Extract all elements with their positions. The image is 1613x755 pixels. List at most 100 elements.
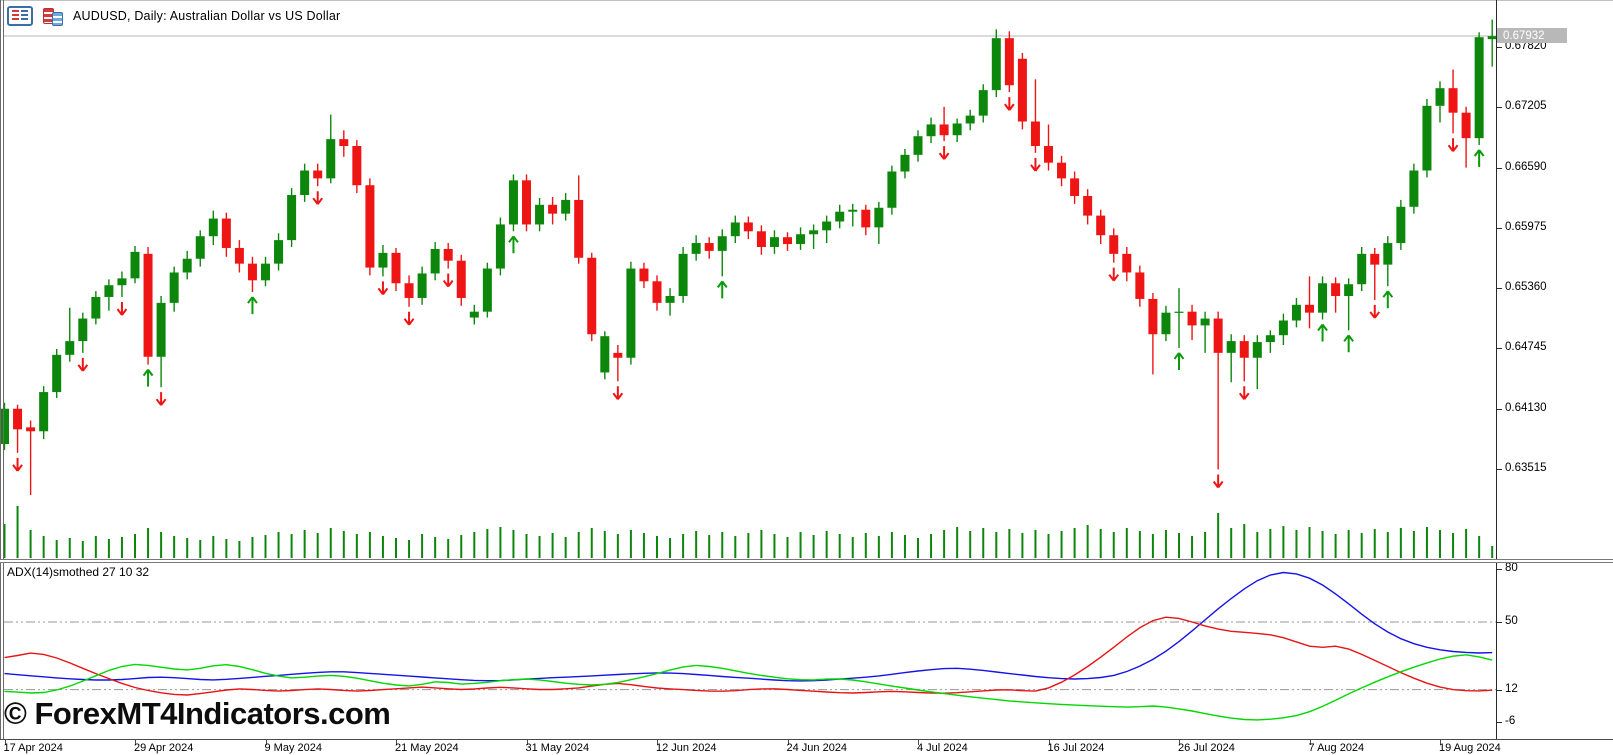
candle-body [587,257,597,335]
volume-bar [447,539,450,558]
volume-bar [186,538,189,558]
volume-bar [773,534,776,558]
sell-arrow-icon [1212,474,1224,489]
volume-bar [1204,532,1207,558]
candle-body [522,180,531,225]
sell-arrow-icon [612,386,624,400]
candle-body [404,283,414,298]
price-tick [1496,167,1502,169]
candle-body [1135,272,1145,299]
volume-bar [864,533,867,558]
candle-body [1291,304,1301,321]
candle-body [796,234,806,245]
candle-body [495,224,505,269]
volume-bar [1112,532,1115,558]
candle-body [1122,253,1132,273]
sell-arrow-icon [1004,97,1015,111]
candle-body [1409,170,1419,207]
price-tick [1496,288,1502,290]
chart-type-icon [42,6,64,26]
candle-body [143,253,153,357]
adx-tick [1496,568,1502,570]
volume-bar [1008,529,1011,558]
candle-body [247,263,257,281]
volume-bar [16,506,19,558]
candle-body [626,268,636,358]
adx-tick [1496,622,1502,623]
volume-bar [903,535,906,558]
sell-arrow-icon [155,392,167,406]
candle-body [221,218,231,248]
volume-bar [1034,530,1037,558]
candle-body [783,237,792,245]
buy-arrow-icon [142,369,154,387]
volume-bar [943,530,946,558]
buy-arrow-icon [716,280,728,299]
candle-body [1174,311,1184,313]
candle-body [0,408,9,445]
candle-body [1305,304,1314,313]
candle-body [848,209,858,212]
price-axis-label: 0.64745 [1505,341,1547,354]
sell-arrow-icon [1369,304,1381,319]
volume-bar [29,530,32,558]
adx-axis-label: -6 [1505,714,1516,727]
volume-bar [303,530,306,558]
volume-bar [251,537,254,558]
volume-bar [1399,528,1402,558]
volume-bar [1099,529,1102,558]
candle-body [1083,196,1093,216]
volume-bar [577,532,580,558]
buy-arrow-icon [508,235,519,254]
volume-bar [982,528,985,558]
candle-body [769,237,779,247]
candle-body [678,253,688,296]
adx-tick [1496,689,1502,691]
candle-body [1370,253,1380,265]
price-axis-label: 0.65975 [1505,220,1547,233]
left-border-outer [0,0,1,739]
candle-body [234,247,244,264]
volume-bar [1217,513,1220,558]
date-axis-label: 31 May 2024 [525,742,590,754]
sell-arrow-icon [77,357,89,372]
candle-body [1187,311,1197,326]
volume-bar [342,531,345,558]
candle-body [1383,243,1393,265]
candle-body [1357,253,1367,285]
date-axis-label: 24 Jun 2024 [786,742,848,754]
price-axis-label: 0.66590 [1505,160,1547,173]
buy-arrow-icon [247,296,258,315]
volume-bar [473,532,476,558]
candle-body [1017,58,1027,122]
candle-body [730,222,740,237]
candle-body [613,352,623,358]
chart-title: AUDUSD, Daily: Australian Dollar vs US D… [73,9,341,23]
pane-divider[interactable] [0,559,1613,560]
adx-series-adx [4,571,1493,682]
price-axis-background [1497,0,1613,739]
candle-body [1487,36,1497,40]
date-tick [787,740,789,745]
price-tick [1496,107,1502,109]
volume-bar [55,540,58,558]
pane-divider-lower[interactable] [0,562,1613,563]
sell-arrow-icon [1238,386,1250,400]
volume-bar [290,534,293,558]
candle-body [417,273,427,298]
date-tick [135,740,136,745]
volume-bar [486,529,489,558]
volume-bar [68,538,71,558]
volume-bar [1412,531,1415,558]
volume-bar [917,538,919,558]
volume-bar [760,530,763,558]
price-axis-separator [1496,0,1497,739]
candle-body [156,302,166,357]
volume-bar [329,528,332,558]
volume-bar [316,533,319,558]
volume-bar [94,536,97,558]
candle-body [978,90,988,116]
candle-body [208,218,218,237]
